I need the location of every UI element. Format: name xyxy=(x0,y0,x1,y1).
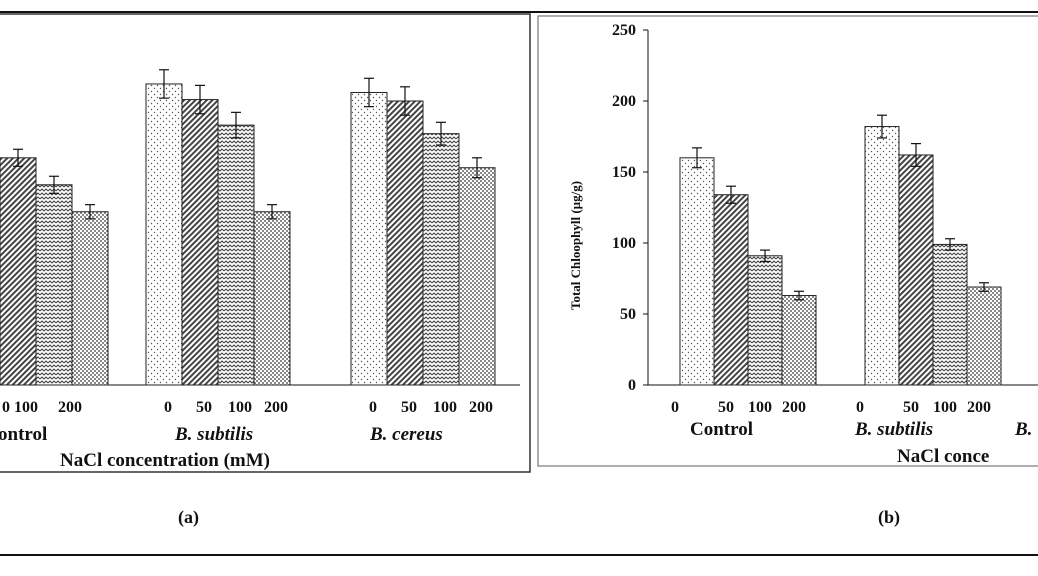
panel-a-group-label-bsubtilis: B. subtilis xyxy=(174,424,253,445)
panel-a-bar-g0-b3 xyxy=(71,211,109,386)
panel-b-bar-g1-b2 xyxy=(932,243,968,386)
panel-b-marks: 0 50 100 200 0 50 100 200 0 50 100 150 200 250 xyxy=(612,22,1002,416)
panel-a-bar-g2-b2 xyxy=(422,133,460,386)
panel-a-bar-g1-b2 xyxy=(217,124,255,386)
panel-b-y-axis-title: Total Chloophyll (µg/g) xyxy=(568,181,583,310)
panel-a-bar-g2-b1 xyxy=(386,100,424,386)
panel-a-x-tick-label: 0 xyxy=(164,399,172,416)
panel-b-y-tick-label: 100 xyxy=(612,235,636,252)
panel-b-y-tick-label: 50 xyxy=(620,306,636,323)
panel-a-bar-g0-b1 xyxy=(0,157,37,386)
panel-a-x-tick-label: 100 xyxy=(433,399,457,416)
panel-b-x-tick-label: 50 xyxy=(718,399,734,416)
panel-a-bar-g0-b2 xyxy=(35,184,73,386)
panel-b-x-axis-title: NaCl conce xyxy=(897,446,989,467)
panel-label-a: (a) xyxy=(178,507,199,528)
panel-b-bar-g0-b1 xyxy=(713,194,749,386)
panel-a-bar-g1-b0 xyxy=(145,83,183,386)
panel-a-x-tick-label: 50 xyxy=(196,399,212,416)
panel-b-x-tick-label: 100 xyxy=(748,399,772,416)
panel-b-bar-g0-b2 xyxy=(747,255,783,386)
panel-b-bar-g0-b3 xyxy=(781,295,817,386)
panel-a-bar-g2-b3 xyxy=(458,167,496,386)
panel-a-x-tick-label: 50 xyxy=(401,399,417,416)
panel-b-y-tick-label: 0 xyxy=(628,377,636,394)
panel-a-x-tick-label: 0 xyxy=(369,399,377,416)
panel-b-x-tick-label: 100 xyxy=(933,399,957,416)
panel-b-x-tick-label: 200 xyxy=(967,399,991,416)
panel-b-group-label-b: B. xyxy=(1014,419,1032,440)
panel-b-bar-g1-b1 xyxy=(898,154,934,386)
panel-a-bar-g2-b0 xyxy=(350,91,388,386)
panel-b-y-tick-label: 250 xyxy=(612,22,636,39)
panel-a-x-axis-title: NaCl concentration (mM) xyxy=(60,450,270,471)
panel-b-border xyxy=(537,15,1038,467)
panel-b-bar-g1-b3 xyxy=(966,286,1002,386)
panel-b-y-tick-label: 150 xyxy=(612,164,636,181)
panel-b-x-tick-label: 50 xyxy=(903,399,919,416)
panel-a-x-tick-label: 200 xyxy=(58,399,82,416)
panel-b-bar-g0-b0 xyxy=(679,157,715,386)
panel-b-group-label-bsubtilis: B. subtilis xyxy=(854,419,933,440)
panel-b-y-tick-label: 200 xyxy=(612,93,636,110)
panel-b-x-tick-label: 200 xyxy=(782,399,806,416)
panel-a-x-tick-label: 200 xyxy=(264,399,288,416)
panel-b-x-tick-label: 0 xyxy=(856,399,864,416)
panel-a-x-tick-label: 100 xyxy=(228,399,252,416)
panel-a-x-tick-label: 200 xyxy=(469,399,493,416)
panel-a-x-tick-label: 0 100 xyxy=(2,399,38,416)
panel-b-x-tick-label: 0 xyxy=(671,399,679,416)
panel-a-group-label-bcereus: B. cereus xyxy=(369,424,443,445)
panel-a-bar-g1-b1 xyxy=(181,99,219,386)
panel-a-border xyxy=(0,13,531,473)
panel-a-marks: 0 100 200 0 50 100 200 0 50 100 200 xyxy=(0,69,496,416)
panel-a-group-label-control: ontrol xyxy=(0,424,47,445)
panel-label-b: (b) xyxy=(878,507,900,528)
panel-a-bar-g1-b3 xyxy=(253,211,291,386)
panel-b-bar-g1-b0 xyxy=(864,126,900,386)
panel-b-group-label-control: Control xyxy=(690,419,753,440)
